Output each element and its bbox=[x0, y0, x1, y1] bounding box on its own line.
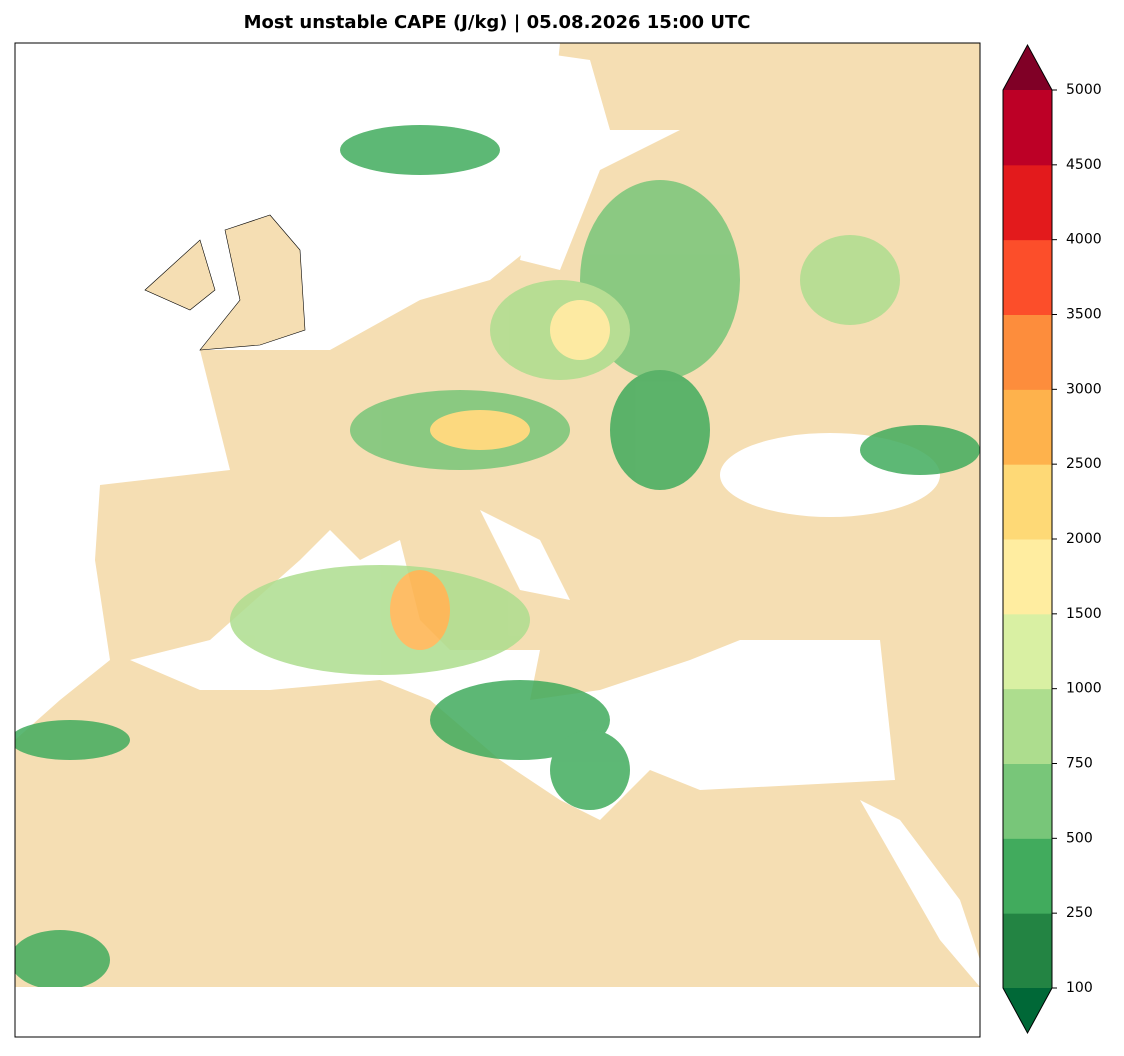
colorbar-tick-label: 500 bbox=[1066, 830, 1093, 846]
colorbar-tick-label: 4000 bbox=[1066, 232, 1102, 248]
adriatic bbox=[480, 510, 570, 600]
cape-field bbox=[15, 125, 980, 987]
colorbar-tick-label: 5000 bbox=[1066, 82, 1102, 98]
colorbar-band bbox=[1003, 314, 1052, 390]
colorbar-band bbox=[1003, 613, 1052, 690]
colorbar-tick-label: 750 bbox=[1066, 756, 1093, 772]
colorbar-tick-label: 3000 bbox=[1066, 381, 1102, 397]
colorbar-tick-label: 250 bbox=[1066, 905, 1093, 921]
atlantic bbox=[15, 43, 560, 740]
colorbar-tick-label: 100 bbox=[1066, 980, 1093, 996]
colorbar-band bbox=[1003, 239, 1052, 315]
ireland bbox=[144, 239, 216, 311]
britain bbox=[199, 214, 306, 351]
map: FLAME – Fire Meteorology Group · NOA/MET… bbox=[14, 42, 981, 1038]
colorbar: 100 250 500 750 1000 1500 2000 2500 3000 3500 4000… bbox=[1002, 43, 1102, 1035]
colorbar-band bbox=[1003, 539, 1052, 615]
colorbar-over bbox=[1003, 45, 1052, 90]
colorbar-tick-label: 1000 bbox=[1066, 681, 1102, 697]
colorbar-band bbox=[1003, 164, 1052, 241]
footer-bar bbox=[15, 987, 980, 1037]
colorbar-band bbox=[1003, 389, 1052, 465]
colorbar-band bbox=[1003, 913, 1052, 989]
colorbar-tick-label: 2500 bbox=[1066, 456, 1102, 472]
baltic bbox=[520, 50, 680, 270]
colorbar-tick-label: 2000 bbox=[1066, 531, 1102, 547]
title: Most unstable CAPE (J/kg) | 05.08.2026 1… bbox=[244, 12, 751, 33]
colorbar-band bbox=[1003, 838, 1052, 914]
colorbar-band bbox=[1003, 763, 1052, 839]
footer: FLAME – Fire Meteorology Group · NOA/MET… bbox=[223, 1004, 771, 1020]
colorbar-band bbox=[1003, 90, 1052, 166]
map-frame bbox=[14, 42, 981, 1038]
colorbar-tick-label: 1500 bbox=[1066, 606, 1102, 622]
colorbar-band bbox=[1003, 688, 1052, 764]
colorbar-tick-label: 4500 bbox=[1066, 157, 1102, 173]
colorbar-band bbox=[1003, 464, 1052, 540]
colorbar-under bbox=[1003, 988, 1052, 1033]
colorbar-tick-label: 3500 bbox=[1066, 307, 1102, 323]
red-sea bbox=[860, 800, 980, 987]
